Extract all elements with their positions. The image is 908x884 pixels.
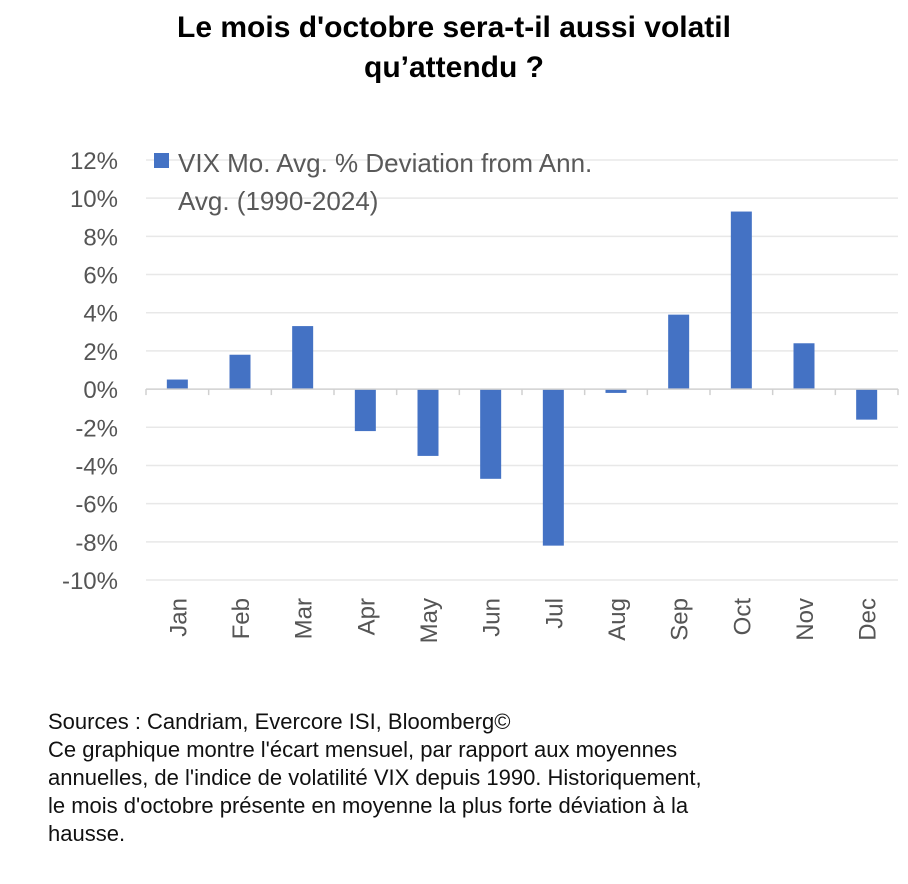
bar-dec (856, 389, 878, 420)
bar-sep (668, 314, 690, 390)
x-tick-label: Dec (855, 598, 882, 641)
x-tick-label: Jul (541, 598, 568, 629)
x-axis-tick-labels: Jan Feb Mar Apr May Jun Jul Aug Sep Oct Nov Dec (165, 598, 881, 644)
bar-jan (166, 379, 188, 390)
notes-line-2: Ce graphique montre l'écart mensuel, par… (48, 737, 678, 762)
y-tick-label: 0% (83, 377, 118, 404)
legend: VIX Mo. Avg. % Deviation from Ann. Avg. … (154, 148, 592, 216)
x-tick-label: May (416, 598, 443, 643)
legend-label-line-1: VIX Mo. Avg. % Deviation from Ann. (178, 148, 592, 178)
bar-aug (605, 389, 627, 393)
title-line-2: qu’attendu ? (364, 51, 544, 84)
bar-may (417, 389, 439, 456)
x-tick-label: Oct (729, 598, 756, 636)
legend-label-line-2: Avg. (1990-2024) (178, 186, 378, 216)
title-line-1: Le mois d'octobre sera-t-il aussi volati… (177, 11, 731, 44)
bar-jul (542, 389, 564, 546)
notes-sources: Sources : Candriam, Evercore ISI, Bloomb… (48, 709, 511, 734)
notes-line-5: hausse. (48, 821, 126, 846)
y-tick-label: 8% (83, 224, 118, 251)
y-tick-label: -8% (75, 530, 118, 557)
y-tick-label: -4% (75, 453, 118, 480)
x-tick-label: Aug (604, 598, 631, 641)
x-tick-label: Sep (667, 598, 694, 641)
zero-axis (145, 388, 899, 396)
x-tick-label: Mar (291, 598, 318, 639)
notes-line-4: le mois d'octobre présente en moyenne la… (48, 793, 689, 818)
y-tick-label: 10% (70, 186, 118, 213)
bar-nov (793, 343, 815, 390)
legend-swatch (154, 153, 169, 168)
x-tick-label: Feb (228, 598, 255, 639)
y-tick-label: -6% (75, 492, 118, 519)
bar-mar (292, 326, 314, 390)
y-axis-tick-labels: 12% 10% 8% 6% 4% 2% 0% -2% -4% -6% -8% -10% (62, 148, 118, 595)
y-tick-label: -2% (75, 415, 118, 442)
grid-lines (146, 159, 898, 581)
notes-line-3: annuelles, de l'indice de volatilité VIX… (48, 765, 702, 790)
bar-feb (229, 354, 251, 390)
chart-title: Le mois d'octobre sera-t-il aussi volati… (0, 8, 908, 88)
y-tick-label: 4% (83, 301, 118, 328)
x-tick-label: Apr (353, 598, 380, 635)
bars (166, 211, 878, 546)
y-tick-label: 6% (83, 263, 118, 290)
x-tick-label: Jun (479, 598, 506, 637)
x-tick-label: Nov (792, 598, 819, 641)
y-tick-label: 2% (83, 339, 118, 366)
bar-chart: 12% 10% 8% 6% 4% 2% 0% -2% -4% -6% -8% -10% Jan Feb M… (62, 148, 899, 644)
bar-apr (354, 389, 376, 432)
source-notes: Sources : Candriam, Evercore ISI, Bloomb… (48, 708, 868, 848)
bar-oct (730, 211, 752, 390)
bar-jun (480, 389, 502, 479)
x-tick-label: Jan (165, 598, 192, 637)
y-tick-label: -10% (62, 568, 118, 595)
y-tick-label: 12% (70, 148, 118, 175)
